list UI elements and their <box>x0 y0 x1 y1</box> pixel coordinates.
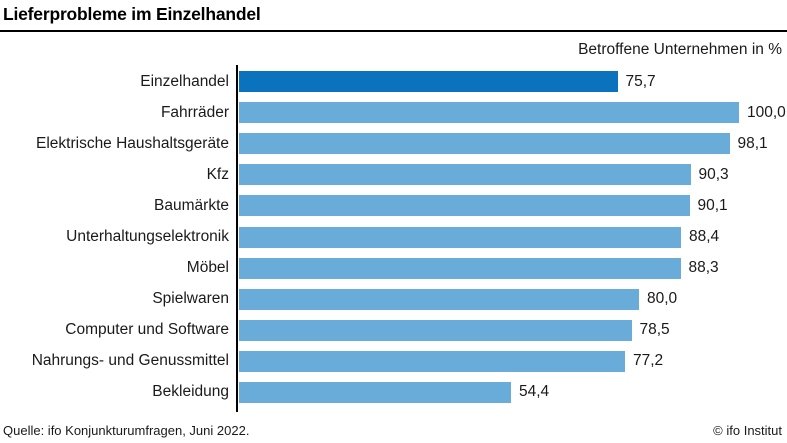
chart-row: Möbel 88,3 <box>0 253 787 284</box>
bar <box>239 381 511 403</box>
chart-subtitle: Betroffene Unternehmen in % <box>578 41 782 58</box>
bar-track: 88,3 <box>237 257 787 279</box>
bar-track: 98,1 <box>237 133 787 155</box>
source-note: Quelle: ifo Konjunkturumfragen, Juni 202… <box>3 423 250 438</box>
category-label: Baumärkte <box>154 196 229 214</box>
bar-track: 77,2 <box>237 350 787 372</box>
bar-track: 75,7 <box>237 71 787 93</box>
bar-rows-container: Einzelhandel 75,7 Fahrräder 100,0 Elektrisch… <box>0 66 787 408</box>
bar <box>239 102 739 124</box>
category-label: Fahrräder <box>160 103 229 121</box>
value-label: 75,7 <box>625 72 656 90</box>
category-label: Nahrungs- und Genussmittel <box>31 352 229 370</box>
bar-highlighted <box>239 71 618 93</box>
bar-track: 90,1 <box>237 195 787 217</box>
bar <box>239 133 730 155</box>
chart-row: Bekleidung 54,4 <box>0 377 787 408</box>
bar <box>239 226 681 248</box>
value-label: 88,4 <box>689 228 720 246</box>
value-label: 78,5 <box>639 321 670 339</box>
value-label: 77,2 <box>633 352 664 370</box>
chart-row: Fahrräder 100,0 <box>0 97 787 128</box>
chart-row: Spielwaren 80,0 <box>0 284 787 315</box>
category-label: Spielwaren <box>152 290 229 308</box>
value-label: 90,1 <box>697 196 728 214</box>
value-label: 88,3 <box>688 259 719 277</box>
bar-track: 78,5 <box>237 319 787 341</box>
bar <box>239 195 690 217</box>
category-label: Elektrische Haushaltsgeräte <box>36 134 229 152</box>
category-label: Computer und Software <box>65 321 229 339</box>
value-label: 80,0 <box>647 290 678 308</box>
category-label: Kfz <box>206 165 229 183</box>
title-divider-line <box>0 30 787 32</box>
category-label: Möbel <box>186 259 229 277</box>
bar <box>239 257 681 279</box>
value-label: 100,0 <box>747 103 786 121</box>
bar <box>239 350 625 372</box>
chart-row: Elektrische Haushaltsgeräte 98,1 <box>0 128 787 159</box>
bar <box>239 319 632 341</box>
bar-track: 88,4 <box>237 226 787 248</box>
y-axis-line <box>236 65 238 412</box>
chart-row: Baumärkte 90,1 <box>0 190 787 221</box>
bar <box>239 164 691 186</box>
chart-row: Nahrungs- und Genussmittel 77,2 <box>0 346 787 377</box>
copyright-note: © ifo Institut <box>713 423 782 438</box>
bar-track: 80,0 <box>237 288 787 310</box>
category-label: Unterhaltungselektronik <box>66 228 229 246</box>
bar <box>239 288 639 310</box>
value-label: 90,3 <box>698 165 729 183</box>
bar-track: 100,0 <box>237 102 787 124</box>
category-label: Einzelhandel <box>140 72 229 90</box>
category-label: Bekleidung <box>152 383 229 401</box>
chart-row: Unterhaltungselektronik 88,4 <box>0 221 787 252</box>
value-label: 54,4 <box>519 383 550 401</box>
chart-row: Computer und Software 78,5 <box>0 315 787 346</box>
chart-title: Lieferprobleme im Einzelhandel <box>3 4 261 24</box>
bar-track: 90,3 <box>237 164 787 186</box>
bar-track: 54,4 <box>237 381 787 403</box>
chart-row: Einzelhandel 75,7 <box>0 66 787 97</box>
chart-row: Kfz 90,3 <box>0 159 787 190</box>
value-label: 98,1 <box>737 134 768 152</box>
